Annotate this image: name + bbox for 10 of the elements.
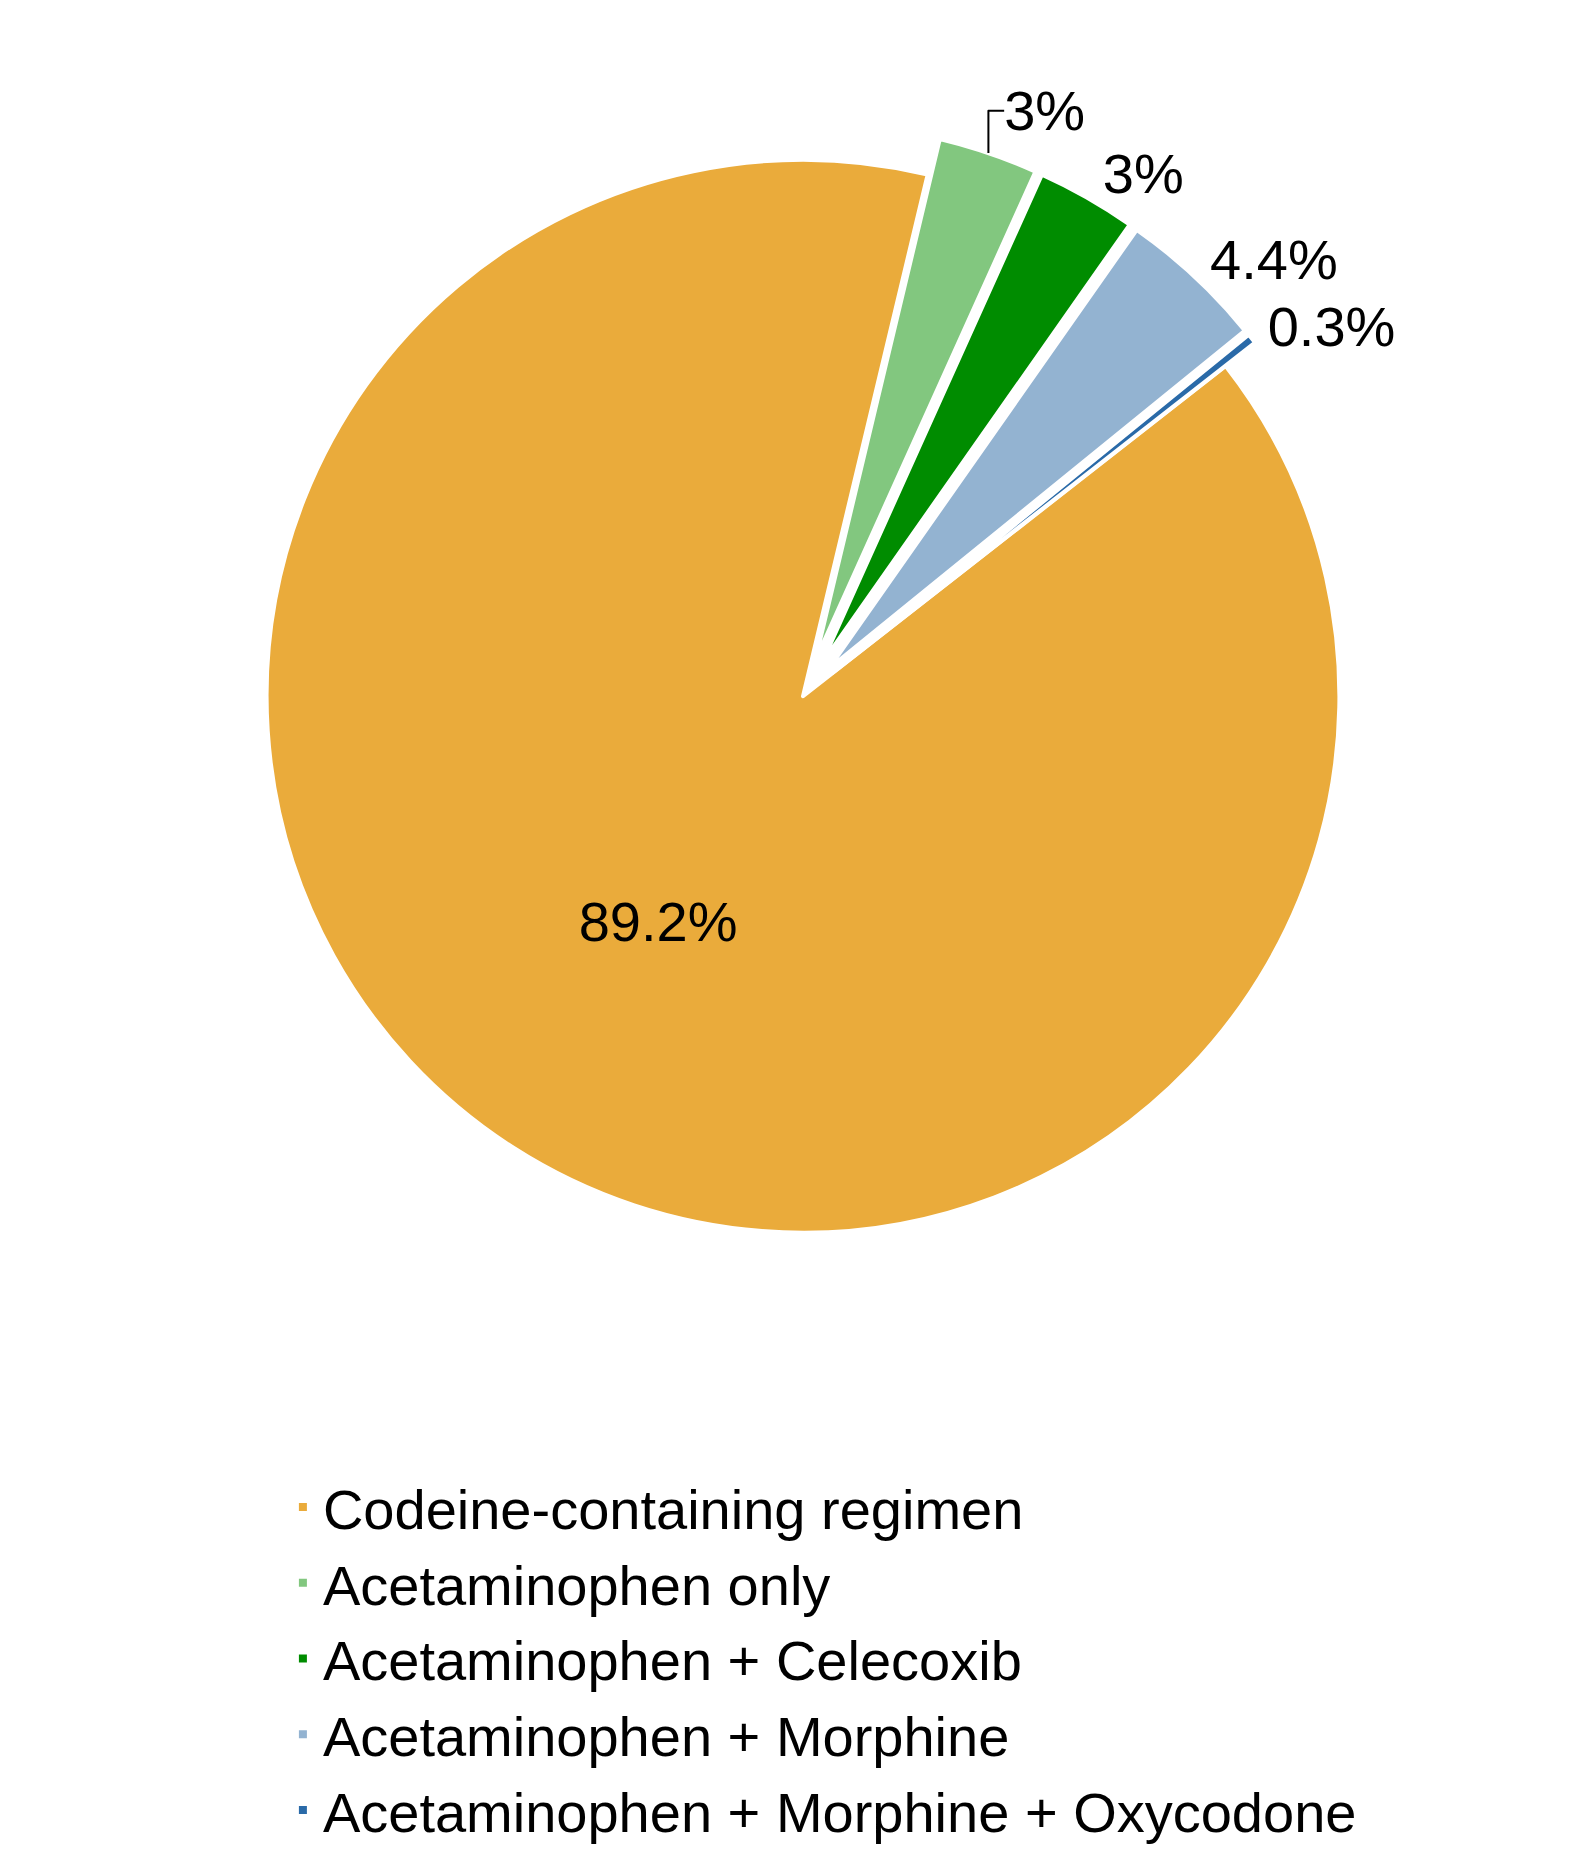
legend-label: Acetaminophen only (322, 1553, 831, 1617)
legend-label: Acetaminophen + Morphine (322, 1705, 1010, 1769)
legend-label: Codeine-containing regimen (322, 1477, 1024, 1541)
data-label: 89.2% (578, 890, 738, 954)
legend-label: Acetaminophen + Morphine + Oxycodone (322, 1780, 1357, 1844)
data-label: 3% (1102, 142, 1184, 206)
data-label: 3% (1004, 79, 1086, 143)
data-label: 0.3% (1267, 294, 1396, 358)
legend-label: Acetaminophen + Celecoxib (322, 1629, 1022, 1693)
data-label: 4.4% (1210, 228, 1338, 292)
